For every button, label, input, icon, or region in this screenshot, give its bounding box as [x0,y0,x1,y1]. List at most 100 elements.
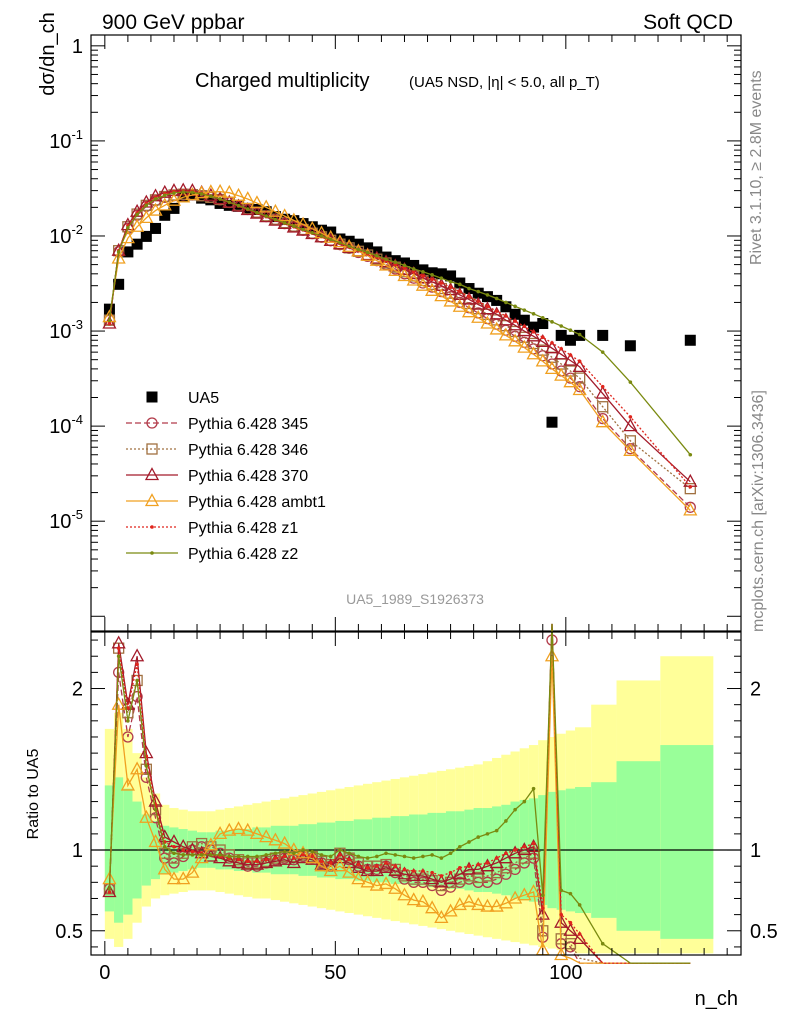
ratio-point [540,906,545,910]
ratio-y-tick-label: 2 [750,679,761,701]
data-point [199,191,204,196]
ratio-point [139,809,154,823]
ratio-point [378,876,394,890]
ratio-point [181,853,185,857]
data-point [181,190,185,194]
data-point [467,286,471,291]
ratio-point [255,859,259,864]
data-point [513,304,517,309]
legend-marker [150,525,154,529]
data-point [162,193,167,198]
y-tick-exponent: -4 [71,412,83,427]
ratio-point [476,862,481,867]
legend-entry: Pythia 6.428 ambt1 [126,493,326,511]
data-point [378,254,394,268]
ratio-point [485,832,490,836]
ratio-y-tick-label: 0.5 [750,921,778,943]
header-left: 900 GeV ppbar [102,11,244,34]
ratio-point [430,870,434,875]
data-point [467,294,471,299]
data-point [504,300,508,305]
ratio-point [448,851,453,856]
ratio-point [568,891,573,896]
data-point [310,231,315,235]
data-point [116,250,121,254]
ratio-y-tick-label: 0.5 [55,921,83,943]
ratio-point [504,819,508,823]
y-tick-label: 10-1 [49,127,83,153]
data-point [577,332,582,337]
ratio-data-layer [102,623,691,964]
main-y-ticks: 1 10-1 10-2 10-3 10-4 10-5 [49,36,741,617]
ratio-point [209,853,213,857]
data-point [415,277,431,291]
data-point [684,482,696,495]
data-point [251,203,263,215]
data-point [153,197,158,201]
data-point [563,352,578,366]
ratio-point [212,826,228,840]
data-point [369,252,384,266]
data-point [388,262,403,276]
ratio-ylabel: Ratio to UA5 [25,749,42,840]
legend-label: UA5 [188,390,219,407]
ratio-point [172,851,176,856]
ratio-point [107,890,112,894]
ratio-point [540,893,545,898]
ratio-point [356,862,361,867]
data-point [522,308,527,312]
ratio-point [144,764,149,768]
data-point [597,401,609,413]
ratio-point [148,834,163,848]
ratio-point [508,845,523,859]
ratio-y-tick-label: 2 [72,679,83,701]
data-point [485,304,490,309]
data-point [572,359,587,373]
data-point [139,210,154,224]
ratio-point [314,858,329,872]
ratio-point [222,853,237,867]
data-point [526,328,541,342]
header-right: Soft QCD [643,11,733,34]
ratio-point [249,826,265,840]
data-point [513,319,517,323]
data-point [185,187,200,201]
ratio-point [452,897,467,911]
ratio-point [301,853,305,857]
data-point [319,234,324,238]
data-point [259,199,274,213]
data-point [222,184,237,198]
legend-marker [144,493,160,507]
data-point [509,308,521,320]
data-point [480,315,495,329]
ratio-point [282,849,287,854]
ratio-panel: 0.5 0.5 1 1 2 2 0 50 100 Ratio to UA5 n_ch [25,623,778,1010]
ratio-point [365,856,370,860]
inner-band [123,788,133,915]
ratio-point [203,837,218,851]
ratio-point [402,854,407,859]
legend-marker [146,417,158,429]
main-title: Charged multiplicity [195,70,370,92]
data-point [568,328,573,333]
data-point [426,267,438,279]
ratio-y-ticks: 0.5 0.5 1 1 2 2 [55,639,778,948]
data-point [135,212,139,217]
ratio-point [301,848,305,852]
legend-marker [146,443,158,455]
data-point [380,251,392,263]
data-point [564,334,576,346]
data-point [508,317,523,331]
ratio-point [457,865,462,870]
legend-label: Pythia 6.428 346 [188,442,308,459]
legend-marker [146,391,158,403]
ratio-point [411,869,416,873]
ratio-point [491,873,503,885]
ratio-point [245,859,250,864]
ratio-point [305,850,320,864]
data-point [314,229,329,243]
data-point [236,203,241,208]
ratio-point [199,853,204,857]
data-point [421,269,425,274]
ratio-point [485,861,490,865]
